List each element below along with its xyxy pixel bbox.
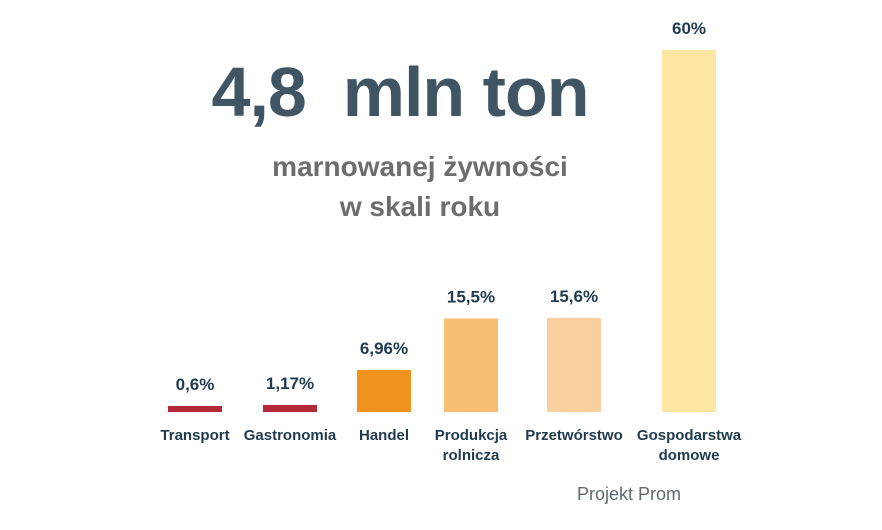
- bar-5: [547, 317, 601, 412]
- category-label-6-line1: Gospodarstwa: [637, 427, 742, 444]
- category-label-4-line1: Produkcja: [435, 427, 508, 444]
- value-label-1: 0,6%: [176, 375, 215, 394]
- value-label-4: 15,5%: [447, 287, 495, 306]
- category-label-2: Gastronomia: [244, 427, 337, 444]
- headline-subtitle-line2: w skali roku: [339, 191, 501, 222]
- source-credit: Projekt Prom: [577, 484, 682, 504]
- bar-4: [444, 318, 498, 412]
- category-label-4-line2: rolnicza: [443, 447, 500, 464]
- category-label-6-line2: domowe: [659, 447, 720, 464]
- bar-2: [263, 404, 317, 412]
- category-label-5: Przetwórstwo: [525, 427, 623, 444]
- value-label-6: 60%: [672, 19, 706, 38]
- value-label-2: 1,17%: [266, 374, 314, 393]
- value-label-3: 6,96%: [360, 339, 408, 358]
- bar-3: [357, 370, 411, 412]
- value-label-5: 15,6%: [550, 287, 598, 306]
- headline-subtitle-line1: marnowanej żywności: [272, 151, 568, 182]
- category-label-1: Transport: [160, 427, 229, 444]
- bar-6: [662, 50, 716, 412]
- headline-total: 4,8 mln ton: [211, 53, 590, 131]
- bar-1: [168, 406, 222, 412]
- category-label-3: Handel: [359, 427, 409, 444]
